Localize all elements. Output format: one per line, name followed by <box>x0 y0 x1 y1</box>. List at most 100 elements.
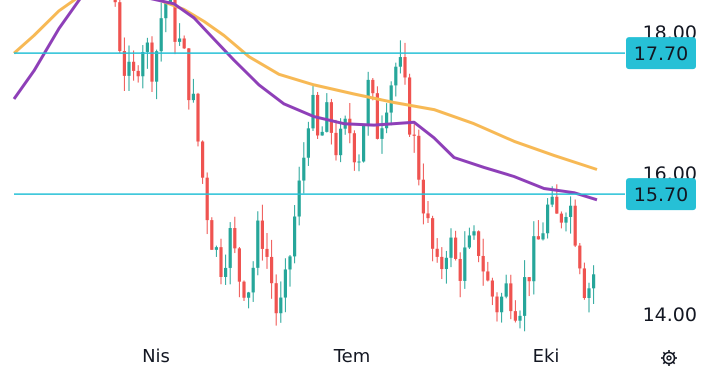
candle <box>150 36 154 92</box>
candle <box>297 166 301 226</box>
candle <box>504 274 508 299</box>
candle <box>219 238 223 285</box>
candle <box>513 300 517 323</box>
candle <box>311 83 315 132</box>
candle <box>541 222 545 241</box>
candle <box>136 65 140 83</box>
candle <box>518 310 522 329</box>
candle <box>527 277 531 297</box>
candle <box>178 23 182 46</box>
candle <box>325 93 329 133</box>
settings-gear-icon[interactable] <box>661 350 677 366</box>
candle <box>435 238 439 263</box>
candle <box>592 265 596 305</box>
candle <box>495 292 499 322</box>
candle <box>500 292 504 323</box>
candle <box>320 126 324 136</box>
moving-averages-layer <box>12 0 598 202</box>
candle <box>546 198 550 239</box>
candle <box>159 2 163 62</box>
candle <box>155 49 159 100</box>
candle <box>293 205 297 264</box>
x-tick-label: Tem <box>333 346 371 367</box>
candle <box>481 238 485 286</box>
candle <box>458 252 462 298</box>
candle <box>449 228 453 268</box>
candle <box>191 78 195 103</box>
candle <box>251 261 255 302</box>
candle <box>417 129 421 186</box>
candle <box>210 217 214 250</box>
candle <box>440 247 444 280</box>
candle <box>362 125 366 163</box>
candle <box>375 86 379 140</box>
candle <box>316 91 320 139</box>
candle <box>454 230 458 261</box>
candle <box>412 124 416 153</box>
candle <box>532 221 536 295</box>
candle <box>578 243 582 275</box>
candle <box>573 199 577 248</box>
candle <box>582 262 586 300</box>
candle <box>403 42 407 85</box>
candle <box>187 47 191 110</box>
candle <box>237 246 241 298</box>
candle <box>467 227 471 249</box>
candle <box>564 212 568 232</box>
candle <box>283 258 287 313</box>
candle <box>182 35 186 50</box>
candle <box>233 216 237 254</box>
x-tick-label: Eki <box>533 346 560 367</box>
candle <box>201 140 205 184</box>
levels-layer <box>14 52 625 195</box>
level-badge: 15.70 <box>626 178 696 211</box>
candle <box>352 130 356 171</box>
candle <box>463 231 467 289</box>
candle <box>242 280 246 302</box>
candle <box>127 45 131 92</box>
candle <box>214 245 218 257</box>
candle <box>472 225 476 240</box>
candle <box>444 250 448 284</box>
moving-average-line <box>13 0 598 171</box>
candle <box>486 261 490 282</box>
candle <box>587 282 591 313</box>
candle <box>260 204 264 261</box>
candles-layer <box>113 0 596 332</box>
candle <box>228 222 232 285</box>
candle <box>306 121 310 166</box>
candle <box>118 0 122 54</box>
candle <box>205 172 209 235</box>
candle <box>274 274 278 326</box>
level-badge-label: 15.70 <box>634 184 688 206</box>
candle <box>113 0 117 7</box>
candle <box>302 142 306 194</box>
candle <box>380 115 384 154</box>
level-badges: 17.70 15.70 <box>626 37 696 211</box>
x-axis: Nis Tem Eki <box>142 346 559 367</box>
candle <box>141 45 145 89</box>
candle <box>357 154 361 172</box>
candle <box>394 62 398 97</box>
candle <box>426 200 430 224</box>
candle <box>490 277 494 306</box>
candle <box>265 232 269 269</box>
level-badge-label: 17.70 <box>634 43 688 65</box>
candle <box>385 103 389 134</box>
candle <box>247 291 251 309</box>
candle <box>523 260 527 332</box>
candle <box>270 239 274 299</box>
candle <box>279 281 283 323</box>
candle <box>536 220 540 240</box>
candle <box>196 92 200 147</box>
candle <box>431 215 435 262</box>
candle <box>122 37 126 92</box>
candle <box>288 255 292 287</box>
candle <box>256 211 260 276</box>
y-tick-label: 14.00 <box>643 304 697 326</box>
candle <box>398 40 402 74</box>
level-badge: 17.70 <box>626 37 696 70</box>
candle <box>569 196 573 234</box>
